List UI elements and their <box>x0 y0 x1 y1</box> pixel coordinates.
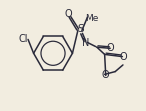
Text: O: O <box>101 70 109 80</box>
Text: S: S <box>77 24 84 34</box>
Text: O: O <box>120 52 127 62</box>
Text: Me: Me <box>85 14 99 23</box>
Text: O: O <box>65 9 72 19</box>
Text: O: O <box>106 43 114 53</box>
Text: Cl: Cl <box>19 34 28 44</box>
Text: N: N <box>82 38 89 48</box>
